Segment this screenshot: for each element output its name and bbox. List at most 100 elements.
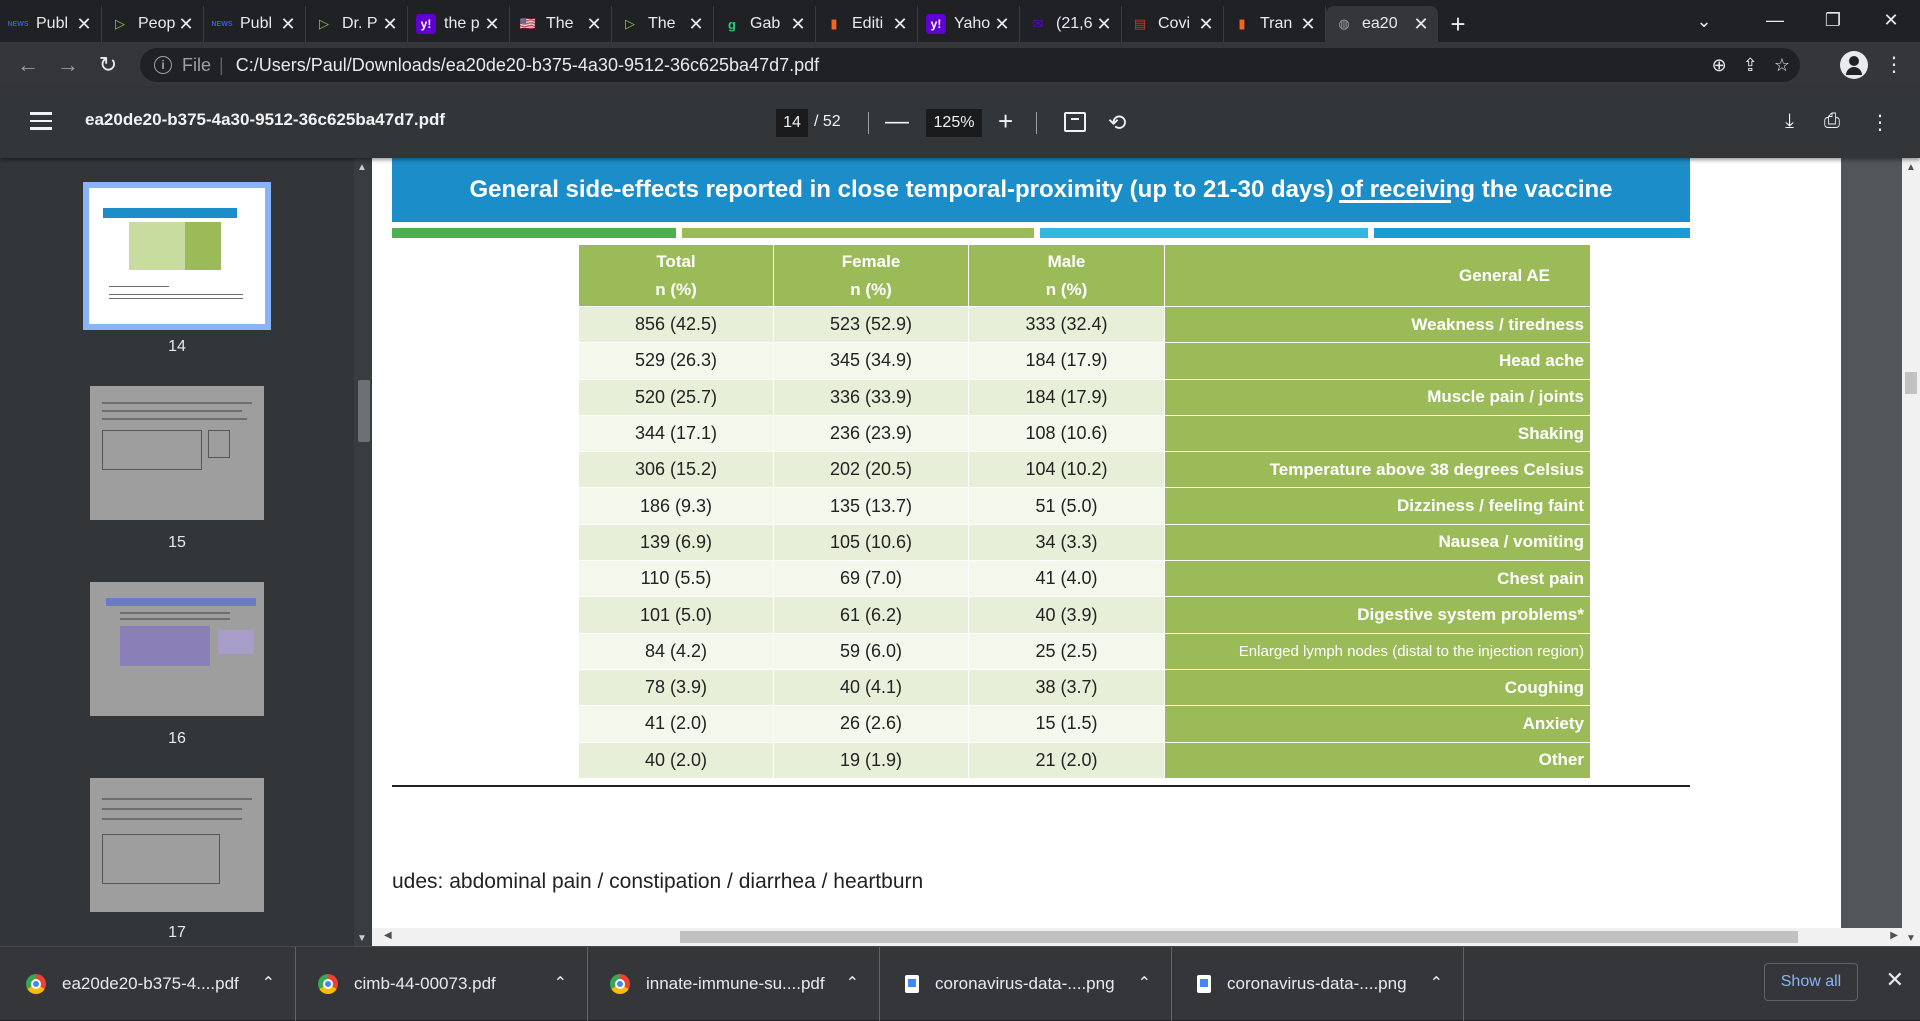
browser-tab[interactable]: y! the p ✕ — [408, 6, 510, 42]
browser-tab[interactable]: ▷ Peop ✕ — [102, 6, 204, 42]
cell-female: 345 (34.9) — [773, 342, 969, 380]
restore-icon[interactable]: ❐ — [1824, 9, 1842, 30]
zoom-magnifier-icon[interactable]: ⊕ — [1711, 54, 1727, 75]
address-bar[interactable]: i File | C:/Users/Paul/Downloads/ea20de2… — [140, 48, 1800, 82]
close-tab-icon[interactable]: ✕ — [178, 13, 194, 34]
browser-tab[interactable]: ▮ Editi ✕ — [816, 6, 918, 42]
cell-total: 40 (2.0) — [578, 741, 774, 779]
scroll-right-arrow-icon[interactable]: ▶ — [1890, 930, 1898, 941]
scroll-left-arrow-icon[interactable]: ◀ — [384, 930, 392, 941]
thumbnail-number: 15 — [168, 534, 186, 551]
document-vertical-scrollbar[interactable]: ▲ ▼ — [1902, 158, 1920, 946]
close-tab-icon[interactable]: ✕ — [76, 13, 92, 34]
stripe-4 — [1374, 228, 1690, 238]
download-item[interactable]: innate-immune-su....pdf ⌃ — [588, 947, 880, 1021]
download-icon[interactable]: ⤓ — [1785, 110, 1794, 132]
page-thumbnail-14[interactable] — [83, 182, 271, 330]
cell-male: 108 (10.6) — [968, 414, 1165, 453]
browser-tab[interactable]: ▷ Dr. P ✕ — [306, 6, 408, 42]
page-number-input[interactable]: 14 — [776, 109, 808, 137]
rotate-icon[interactable]: ⟲ — [1108, 110, 1127, 135]
cell-female: 59 (6.0) — [773, 632, 969, 670]
close-tab-icon[interactable]: ✕ — [1198, 13, 1214, 34]
thumb-table — [102, 834, 220, 884]
minimize-icon[interactable]: — — [1766, 9, 1784, 30]
scroll-up-arrow-icon[interactable]: ▲ — [1906, 162, 1916, 173]
close-shelf-icon[interactable]: ✕ — [1885, 967, 1904, 992]
download-item[interactable]: cimb-44-00073.pdf ⌃ — [296, 947, 588, 1021]
page-thumbnail-16[interactable] — [90, 582, 264, 716]
print-icon[interactable]: ⎙ — [1824, 110, 1840, 132]
sidebar-scrollbar[interactable]: ▲ ▼ — [354, 158, 372, 946]
download-filename: coronavirus-data-....png — [1227, 974, 1407, 993]
address-scheme: File — [182, 54, 212, 75]
close-tab-icon[interactable]: ✕ — [382, 13, 398, 34]
chevron-up-icon[interactable]: ⌃ — [1137, 975, 1151, 992]
tab-search-chevron-icon[interactable]: ⌄ — [1696, 10, 1712, 31]
browser-tab[interactable]: y! Yaho ✕ — [918, 6, 1020, 42]
browser-menu-kebab-icon[interactable]: ⋮ — [1884, 54, 1904, 76]
close-tab-icon[interactable]: ✕ — [484, 13, 500, 34]
browser-tab[interactable]: ▮ Tran ✕ — [1224, 6, 1326, 42]
chevron-up-icon[interactable]: ⌃ — [261, 975, 275, 992]
close-tab-icon[interactable]: ✕ — [280, 13, 296, 34]
close-tab-icon[interactable]: ✕ — [892, 13, 908, 34]
browser-tab[interactable]: ◍ ea20 ✕ — [1326, 6, 1438, 42]
browser-tab[interactable]: NEWS Publ ✕ — [204, 6, 306, 42]
browser-tab[interactable]: 🇺🇸 The ✕ — [510, 6, 612, 42]
zoom-out-button[interactable]: — — [885, 108, 909, 135]
table-row: 110 (5.5) 69 (7.0) 41 (4.0) Chest pain — [578, 560, 1591, 598]
scrollbar-thumb[interactable] — [680, 931, 1798, 943]
download-item[interactable]: ea20de20-b375-4....pdf ⌃ — [0, 947, 296, 1021]
close-window-icon[interactable]: ✕ — [1883, 9, 1899, 30]
scrollbar-thumb[interactable] — [358, 380, 370, 442]
profile-avatar-icon[interactable] — [1840, 51, 1868, 79]
scrollbar-thumb[interactable] — [1905, 372, 1917, 394]
pdf-more-kebab-icon[interactable]: ⋮ — [1870, 112, 1890, 134]
download-item[interactable]: coronavirus-data-....png ⌃ — [880, 947, 1172, 1021]
page-thumbnail-17[interactable] — [90, 778, 264, 912]
thumb-header — [103, 208, 237, 218]
close-tab-icon[interactable]: ✕ — [1300, 13, 1316, 34]
close-tab-icon[interactable]: ✕ — [1413, 13, 1429, 34]
scroll-down-arrow-icon[interactable]: ▼ — [1906, 933, 1916, 944]
scroll-up-arrow-icon[interactable]: ▲ — [357, 162, 367, 173]
close-tab-icon[interactable]: ✕ — [1096, 13, 1112, 34]
scroll-down-arrow-icon[interactable]: ▼ — [357, 933, 367, 944]
new-tab-button[interactable]: + — [1450, 8, 1466, 39]
zoom-in-button[interactable]: + — [998, 106, 1014, 136]
tab-title: the p — [444, 15, 480, 32]
table-row: 40 (2.0) 19 (1.9) 21 (2.0) Other — [578, 741, 1591, 779]
browser-tab[interactable]: NEWS Publ ✕ — [0, 6, 102, 42]
page-thumbnail-15[interactable] — [90, 386, 264, 520]
cell-male: 104 (10.2) — [968, 451, 1165, 489]
chrome-icon — [318, 974, 338, 994]
browser-tab[interactable]: ▷ The ✕ — [612, 6, 714, 42]
back-arrow-icon[interactable]: ← — [17, 52, 39, 77]
browser-tab[interactable]: ▤ Covi ✕ — [1122, 6, 1224, 42]
fit-page-icon[interactable] — [1064, 112, 1086, 132]
reload-icon[interactable]: ↻ — [98, 52, 118, 77]
download-item[interactable]: coronavirus-data-....png ⌃ — [1172, 947, 1464, 1021]
chevron-up-icon[interactable]: ⌃ — [845, 975, 859, 992]
bookmark-star-icon[interactable]: ☆ — [1773, 54, 1790, 75]
info-icon[interactable]: i — [154, 56, 172, 74]
chevron-up-icon[interactable]: ⌃ — [553, 975, 567, 992]
close-tab-icon[interactable]: ✕ — [688, 13, 704, 34]
browser-tab[interactable]: ✉ (21,6 ✕ — [1020, 6, 1122, 42]
show-all-downloads-button[interactable]: Show all — [1764, 963, 1858, 1001]
zoom-level-input[interactable]: 125% — [926, 109, 982, 137]
share-icon[interactable]: ⇪ — [1742, 54, 1758, 75]
forward-arrow-icon[interactable]: → — [57, 52, 79, 77]
chevron-up-icon[interactable]: ⌃ — [1429, 975, 1443, 992]
cell-total: 520 (25.7) — [578, 378, 774, 416]
close-tab-icon[interactable]: ✕ — [790, 13, 806, 34]
document-horizontal-scrollbar[interactable]: ◀ ▶ — [372, 928, 1902, 946]
sidebar-menu-icon[interactable] — [30, 112, 52, 130]
browser-tab[interactable]: g Gab ✕ — [714, 6, 816, 42]
table-row: 186 (9.3) 135 (13.7) 51 (5.0) Dizziness / f… — [578, 487, 1591, 525]
address-url[interactable]: C:/Users/Paul/Downloads/ea20de20-b375-4a… — [235, 54, 820, 75]
close-tab-icon[interactable]: ✕ — [586, 13, 602, 34]
close-tab-icon[interactable]: ✕ — [994, 13, 1010, 34]
tab-title: Peop — [138, 15, 176, 32]
